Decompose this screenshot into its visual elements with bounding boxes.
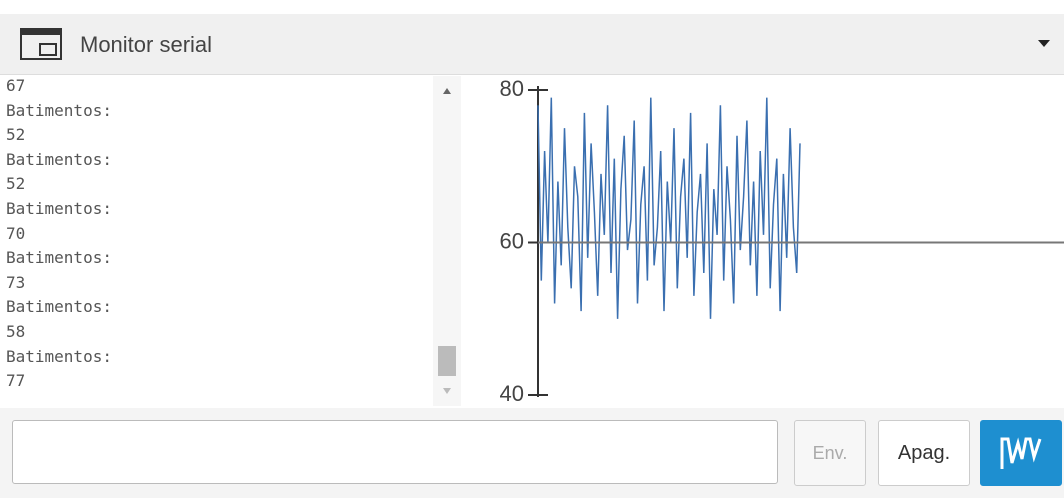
- plotter: 40 60 80: [0, 0, 1064, 408]
- plot-icon: [998, 433, 1044, 473]
- page: {"header": {"title": "Monitor serial"}, …: [0, 0, 1064, 498]
- serial-input[interactable]: [12, 420, 778, 484]
- clear-button[interactable]: Apag.: [878, 420, 970, 486]
- y-tick-label: 80: [500, 76, 524, 101]
- plot-button[interactable]: [980, 420, 1062, 486]
- data-line: [538, 98, 800, 319]
- send-button[interactable]: Env.: [794, 420, 866, 486]
- y-tick-label: 60: [500, 228, 524, 253]
- y-tick-label: 40: [500, 381, 524, 406]
- footer: Env. Apag.: [0, 408, 1064, 498]
